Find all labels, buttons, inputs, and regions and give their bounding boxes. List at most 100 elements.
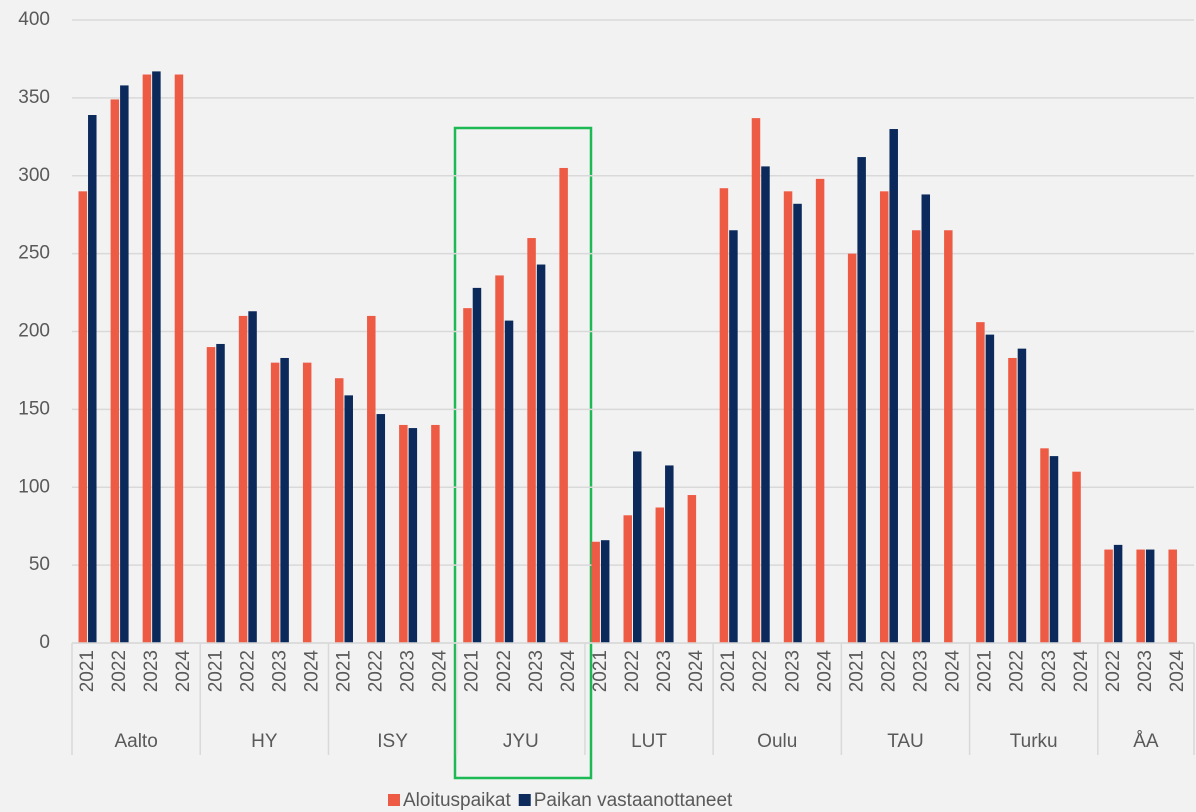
bar	[1104, 549, 1113, 643]
y-tick-label: 50	[29, 554, 50, 575]
group-label: LUT	[631, 731, 667, 752]
bar	[655, 507, 665, 643]
bar	[815, 178, 825, 644]
bar	[847, 253, 857, 643]
bar	[270, 362, 280, 643]
bar	[944, 230, 953, 643]
bar	[399, 424, 408, 643]
legend-swatch	[388, 794, 400, 806]
bar	[206, 347, 216, 643]
legend-label: Aloituspaikat	[403, 790, 511, 811]
bar	[472, 287, 482, 643]
y-tick-label: 200	[18, 321, 50, 342]
bar	[78, 191, 88, 643]
x-tick-label: 2022	[878, 650, 899, 692]
bar	[302, 362, 312, 643]
bar	[88, 115, 97, 643]
y-tick-label: 400	[18, 9, 50, 30]
bar	[600, 540, 610, 643]
bar	[280, 357, 289, 643]
bar	[985, 334, 995, 643]
y-tick-label: 0	[39, 632, 50, 653]
bar	[1072, 471, 1081, 643]
bar	[216, 343, 225, 643]
y-tick-label: 250	[18, 243, 50, 264]
bar	[376, 414, 386, 643]
x-tick-label: 2021	[334, 650, 355, 692]
bar	[1136, 549, 1145, 643]
x-tick-label: 2024	[301, 650, 322, 693]
x-tick-label: 2022	[622, 650, 643, 692]
bar	[536, 264, 546, 643]
bar	[729, 230, 738, 643]
group-label: TAU	[887, 731, 924, 752]
x-tick-label: 2023	[911, 650, 932, 692]
bar	[1008, 357, 1017, 643]
x-tick-label: 2023	[398, 650, 419, 692]
x-tick-label: 2022	[366, 650, 387, 692]
bar	[367, 315, 376, 643]
bar	[408, 428, 418, 643]
x-tick-label: 2022	[237, 650, 258, 692]
y-tick-label: 300	[18, 165, 50, 186]
bar	[761, 166, 770, 643]
group-label: ÅA	[1133, 731, 1159, 752]
x-tick-label: 2023	[782, 650, 803, 692]
bar	[665, 465, 674, 643]
x-tick-label: 2024	[173, 650, 194, 693]
bar	[633, 451, 642, 643]
bar	[495, 275, 504, 643]
bar	[1049, 456, 1059, 643]
x-tick-label: 2022	[1103, 650, 1124, 692]
x-tick-label: 2023	[1039, 650, 1060, 692]
group-label: Aalto	[114, 731, 157, 752]
bar	[889, 129, 898, 643]
legend-label: Paikan vastaanottaneet	[534, 790, 733, 811]
bar	[921, 194, 931, 643]
y-tick-label: 350	[18, 87, 50, 108]
x-tick-label: 2023	[141, 650, 162, 692]
bar	[1040, 448, 1049, 643]
x-tick-label: 2023	[526, 650, 547, 692]
x-tick-label: 2021	[462, 650, 483, 692]
bar	[783, 191, 793, 643]
bar	[238, 315, 248, 643]
x-tick-label: 2023	[654, 650, 675, 692]
x-tick-label: 2021	[846, 650, 867, 692]
bar	[1113, 544, 1123, 643]
bar	[879, 191, 889, 643]
bar	[793, 203, 802, 643]
x-tick-label: 2024	[1167, 650, 1188, 693]
legend-swatch	[518, 794, 531, 806]
x-tick-label: 2024	[686, 650, 707, 693]
bar	[142, 74, 152, 643]
bar	[687, 495, 697, 643]
bar	[719, 188, 729, 643]
bar	[1145, 549, 1155, 643]
x-tick-label: 2021	[718, 650, 739, 692]
group-label: ISY	[377, 731, 408, 752]
y-tick-label: 100	[18, 476, 50, 497]
bar	[248, 311, 257, 643]
bar	[559, 167, 568, 643]
x-tick-label: 2021	[77, 650, 98, 692]
bar	[463, 308, 472, 643]
x-tick-label: 2021	[975, 650, 996, 692]
bar	[431, 424, 440, 643]
group-label: HY	[251, 731, 278, 752]
bar	[912, 230, 921, 643]
bar	[334, 378, 344, 643]
x-tick-label: 2023	[1135, 650, 1156, 692]
bar	[152, 71, 161, 643]
x-tick-label: 2024	[814, 650, 835, 693]
highlight-box	[453, 126, 593, 780]
bar	[527, 238, 536, 644]
bar	[1017, 348, 1027, 643]
group-label: Turku	[1010, 731, 1058, 752]
group-label: JYU	[503, 731, 539, 752]
x-tick-label: 2022	[1007, 650, 1028, 692]
x-tick-label: 2022	[109, 650, 130, 692]
x-tick-label: 2024	[430, 650, 451, 693]
bar	[857, 157, 866, 643]
bar	[120, 85, 129, 644]
